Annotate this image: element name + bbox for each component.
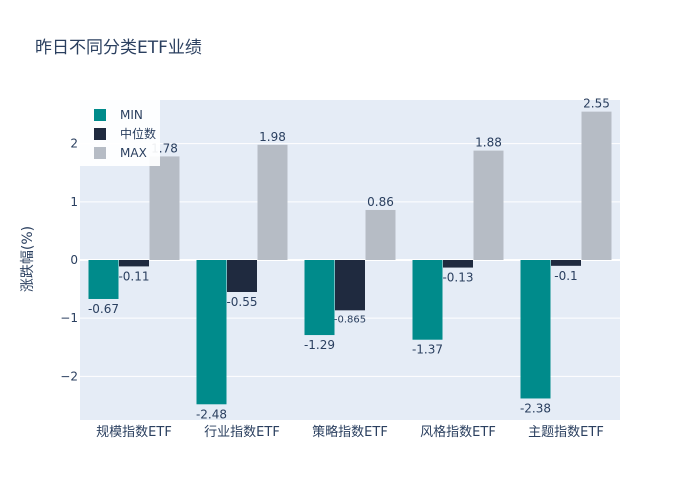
x-tick-label: 主题指数ETF [528, 425, 604, 440]
legend-swatch [94, 109, 106, 121]
data-label: -0.11 [118, 269, 149, 283]
legend[interactable]: MIN 中位数 MAX [80, 100, 160, 166]
x-axis-ticks: 规模指数ETF 行业指数ETF 策略指数ETF 风格指数ETF 主题指数ETF [96, 424, 604, 440]
bar[interactable] [473, 150, 504, 260]
y-tick-label: 2 [70, 137, 78, 151]
data-label: -0.13 [442, 271, 473, 285]
bar[interactable] [88, 260, 119, 299]
data-label: -1.37 [412, 343, 443, 357]
data-label: 1.98 [259, 130, 286, 144]
data-label: -0.67 [88, 302, 119, 316]
data-label: -2.38 [520, 401, 551, 415]
bar[interactable] [520, 260, 551, 399]
x-tick-label: 规模指数ETF [96, 425, 172, 440]
legend-item[interactable]: 中位数 [94, 126, 156, 141]
data-label: -2.48 [196, 407, 227, 421]
x-tick-label: 行业指数ETF [204, 425, 280, 440]
data-label: 0.86 [367, 195, 394, 209]
y-tick-label: −2 [60, 369, 78, 383]
y-axis-ticks: −2 −1 0 1 2 [60, 137, 78, 384]
bar[interactable] [257, 144, 288, 260]
data-label: -0.55 [226, 295, 257, 309]
legend-swatch [94, 128, 106, 140]
y-tick-label: −1 [60, 311, 78, 325]
legend-swatch [94, 147, 106, 159]
bar[interactable] [581, 111, 612, 261]
legend-item[interactable]: MAX [94, 146, 147, 160]
data-label: 2.55 [583, 97, 610, 111]
bar[interactable] [412, 260, 443, 340]
legend-label: MAX [120, 146, 147, 160]
bar[interactable] [149, 156, 180, 260]
x-tick-label: 策略指数ETF [312, 424, 388, 440]
x-tick-label: 风格指数ETF [420, 424, 496, 440]
bar[interactable] [335, 260, 365, 311]
bar[interactable] [443, 260, 473, 268]
bar[interactable] [227, 260, 257, 292]
data-label: -1.29 [304, 338, 335, 352]
bar[interactable] [119, 260, 149, 267]
bar[interactable] [196, 260, 227, 405]
y-tick-label: 0 [70, 253, 78, 267]
legend-label: MIN [120, 108, 143, 122]
data-label: 1.88 [475, 136, 502, 150]
chart-title: 昨日不同分类ETF业绩 [35, 38, 202, 58]
legend-item[interactable]: MIN [94, 108, 143, 122]
bar[interactable] [365, 209, 396, 260]
bars [88, 111, 612, 405]
legend-label: 中位数 [120, 126, 156, 141]
bar[interactable] [551, 260, 581, 266]
data-label: -0.1 [554, 269, 577, 283]
y-axis-label: 涨跌幅(%) [20, 226, 36, 292]
bar[interactable] [304, 260, 335, 336]
data-label: -0.865 [334, 314, 366, 325]
legend-box [80, 100, 160, 166]
y-tick-label: 1 [70, 195, 78, 209]
